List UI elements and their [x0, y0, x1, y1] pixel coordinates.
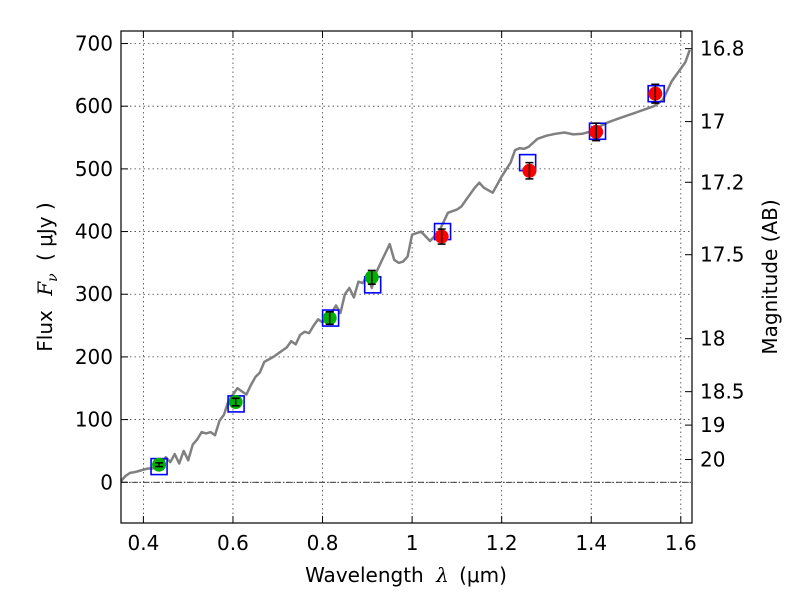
mag-tick-label: 16.8	[700, 37, 745, 61]
model-point-square	[647, 84, 665, 103]
y-tick-label: 300	[75, 282, 113, 306]
x-tick-label: 0.8	[307, 531, 339, 555]
model-point-square	[321, 309, 340, 327]
y-tick-label: 400	[75, 220, 113, 244]
plot-area	[120, 49, 691, 482]
mag-tick-label: 20	[700, 448, 725, 472]
grid-lines	[121, 31, 692, 523]
y-tick-label: 600	[75, 94, 113, 118]
plot-frame	[120, 30, 693, 524]
axis-ticks: 0.4 0.6 0.8 1 1.2 1.4 1.6 0 100 200 300 400 500 600 70…	[75, 31, 745, 555]
y-tick-label: 0	[100, 470, 113, 494]
x-tick-label: 1.6	[665, 531, 697, 555]
x-tick-label: 1.4	[575, 531, 607, 555]
y-tick-label: 700	[75, 32, 113, 56]
y-tick-label: 100	[75, 408, 113, 432]
mag-tick-label: 17.2	[700, 170, 745, 194]
x-tick-label: 1.2	[486, 531, 518, 555]
mag-tick-label: 18.5	[700, 380, 745, 404]
mag-tick-label: 18	[700, 327, 725, 351]
mag-tick-label: 19	[700, 413, 725, 437]
y2-axis-title: Magnitude (AB)	[758, 199, 782, 354]
x-tick-label: 0.4	[127, 531, 159, 555]
x-tick-label: 1	[406, 531, 419, 555]
x-tick-label: 0.6	[217, 531, 249, 555]
y-axis-title: Flux Fν ( μJy )	[33, 202, 62, 351]
x-axis-title: Wavelength λ (μm)	[305, 563, 507, 587]
mag-tick-label: 17	[700, 110, 725, 134]
mag-tick-label: 17.5	[700, 243, 745, 267]
y-tick-label: 200	[75, 345, 113, 369]
spectrum-line	[120, 49, 691, 482]
y-tick-label: 500	[75, 157, 113, 181]
